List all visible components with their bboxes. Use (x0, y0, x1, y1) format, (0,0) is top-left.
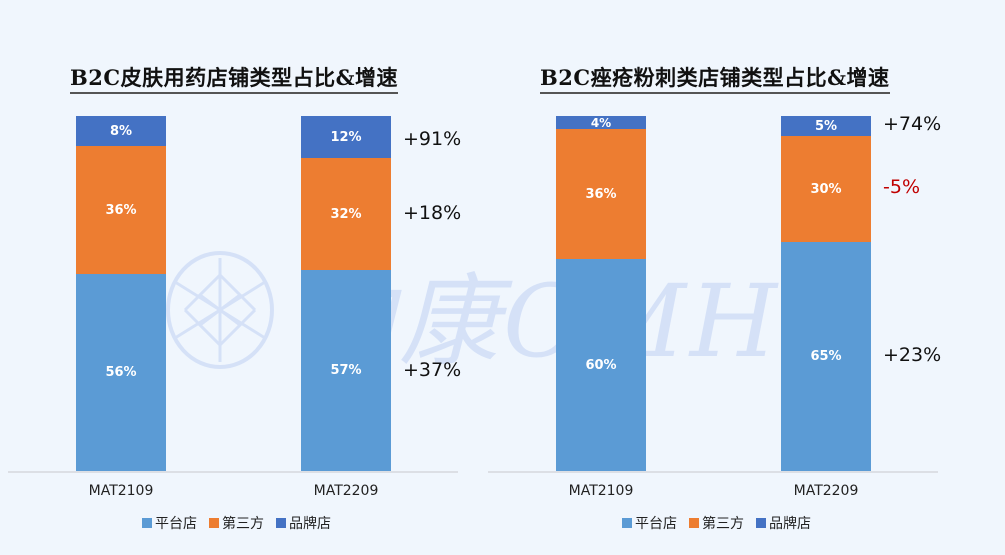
bar-mat2109: 8% 36% 56% (76, 116, 166, 471)
segment-platform: 60% (556, 259, 646, 471)
x-label-mat2209: MAT2209 (793, 483, 859, 499)
legend-swatch-third-party (689, 518, 699, 528)
legend-swatch-platform (622, 518, 632, 528)
growth-third-party: +18% (403, 202, 462, 224)
segment-brand: 8% (76, 116, 166, 146)
segment-brand: 5% (781, 116, 871, 136)
legend-item-platform: 平台店 (622, 513, 677, 533)
segment-brand: 12% (301, 116, 391, 158)
chart-title: B2C痤疮粉刺类店铺类型占比&增速 (540, 64, 890, 94)
legend-item-third-party: 第三方 (209, 513, 264, 533)
x-label-mat2109: MAT2109 (88, 483, 154, 499)
growth-brand: +91% (403, 128, 462, 150)
bar-mat2209: 5% 30% 65% (781, 116, 871, 471)
segment-platform: 65% (781, 242, 871, 471)
segment-platform: 57% (301, 270, 391, 471)
segment-third-party: 36% (556, 129, 646, 259)
legend-swatch-brand (276, 518, 286, 528)
segment-third-party: 36% (76, 146, 166, 274)
legend: 平台店 第三方 品牌店 (622, 513, 811, 533)
legend-swatch-brand (756, 518, 766, 528)
x-label-mat2109: MAT2109 (568, 483, 634, 499)
legend-swatch-platform (142, 518, 152, 528)
growth-platform: +37% (403, 359, 462, 381)
segment-brand: 4% (556, 116, 646, 130)
legend-item-brand: 品牌店 (276, 513, 331, 533)
legend: 平台店 第三方 品牌店 (142, 513, 331, 533)
watermark: 中康CMH (165, 250, 785, 380)
legend-item-third-party: 第三方 (689, 513, 744, 533)
growth-brand: +74% (883, 113, 942, 135)
legend-swatch-third-party (209, 518, 219, 528)
bar-mat2209: 12% 32% 57% (301, 116, 391, 471)
x-axis (8, 471, 458, 473)
legend-item-brand: 品牌店 (756, 513, 811, 533)
chart-title: B2C皮肤用药店铺类型占比&增速 (70, 64, 399, 94)
growth-third-party: -5% (883, 176, 920, 198)
segment-third-party: 30% (781, 136, 871, 242)
legend-item-platform: 平台店 (142, 513, 197, 533)
x-label-mat2209: MAT2209 (313, 483, 379, 499)
snowflake-circle-logo-icon (166, 251, 274, 369)
bar-mat2109: 4% 36% 60% (556, 116, 646, 471)
segment-platform: 56% (76, 274, 166, 471)
segment-third-party: 32% (301, 158, 391, 270)
growth-platform: +23% (883, 344, 942, 366)
x-axis (488, 471, 938, 473)
